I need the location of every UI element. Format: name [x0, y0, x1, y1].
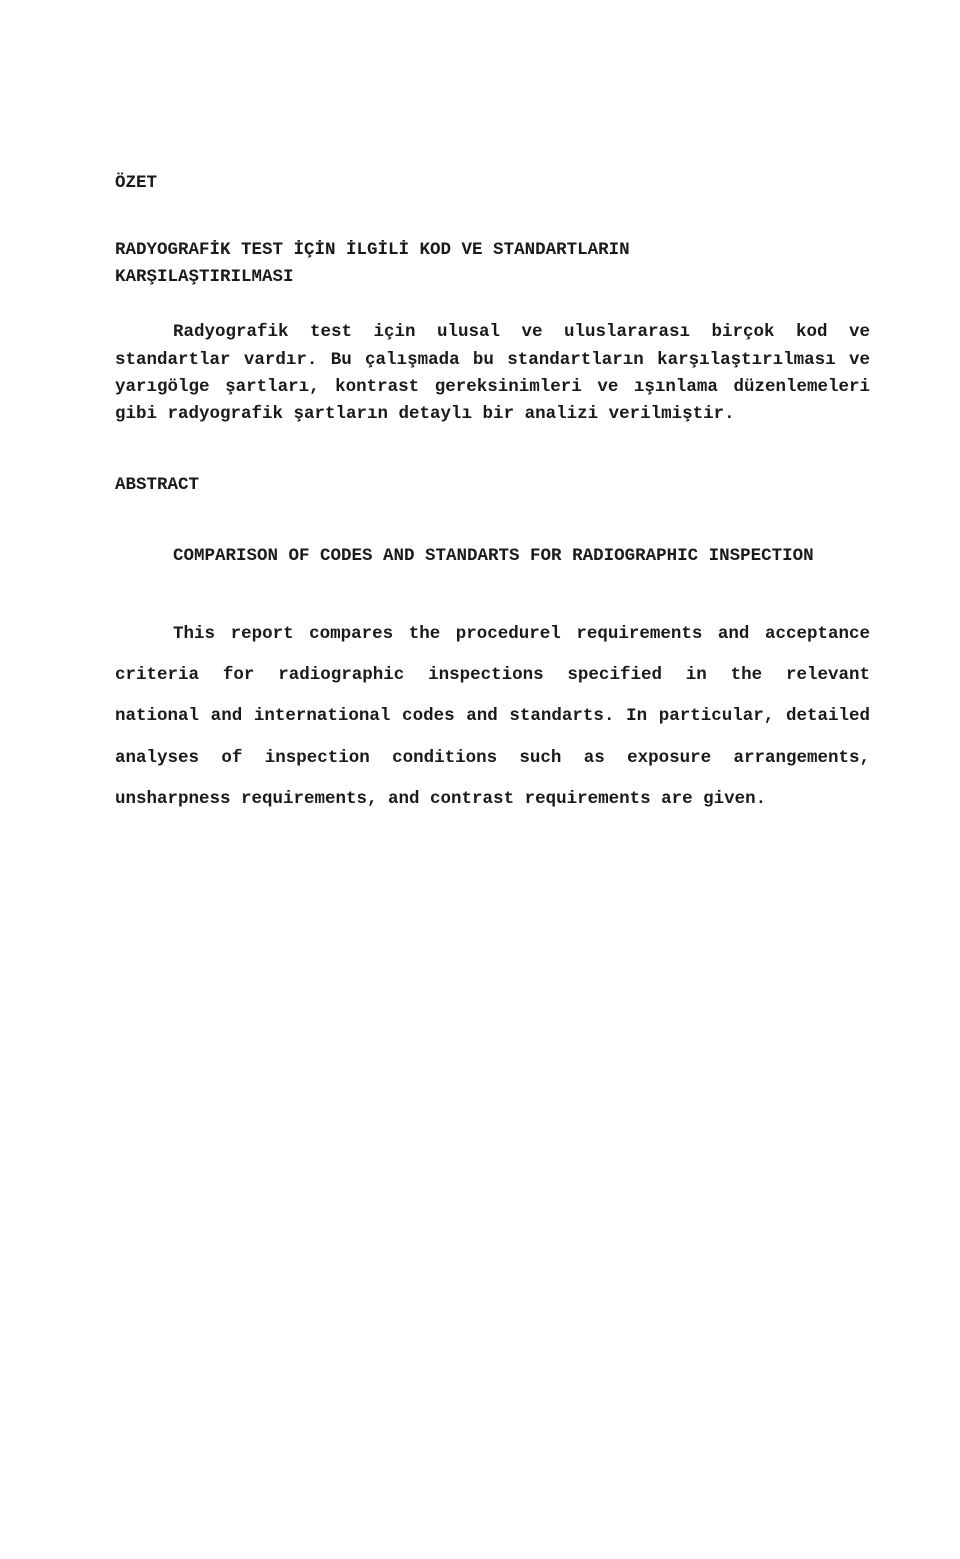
ozet-title-line1: RADYOGRAFİK TEST İÇİN İLGİLİ KOD VE STAN… — [115, 240, 630, 260]
abstract-heading: ABSTRACT — [115, 472, 870, 499]
document-page: ÖZET RADYOGRAFİK TEST İÇİN İLGİLİ KOD VE… — [0, 0, 960, 1559]
ozet-title-block: RADYOGRAFİK TEST İÇİN İLGİLİ KOD VE STAN… — [115, 237, 870, 291]
ozet-paragraph: Radyografik test için ulusal ve uluslara… — [115, 319, 870, 428]
ozet-heading: ÖZET — [115, 170, 870, 197]
ozet-title-line2: KARŞILAŞTIRILMASI — [115, 267, 294, 287]
abstract-title: COMPARISON OF CODES AND STANDARTS FOR RA… — [115, 543, 870, 570]
abstract-paragraph: This report compares the procedurel requ… — [115, 614, 870, 820]
